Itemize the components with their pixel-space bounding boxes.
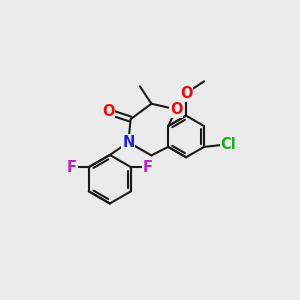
Text: N: N bbox=[122, 135, 134, 150]
Text: F: F bbox=[67, 160, 77, 175]
Text: O: O bbox=[170, 102, 183, 117]
Text: O: O bbox=[180, 86, 192, 101]
Text: Cl: Cl bbox=[220, 137, 236, 152]
Text: F: F bbox=[143, 160, 153, 175]
Text: O: O bbox=[102, 104, 115, 119]
